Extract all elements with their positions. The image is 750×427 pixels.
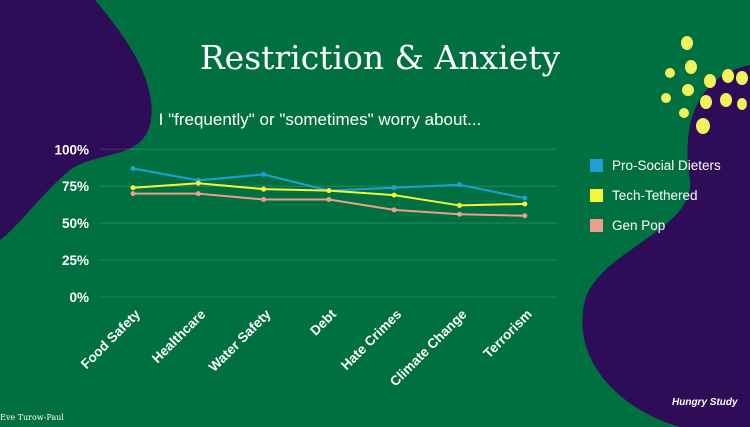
data-point bbox=[326, 188, 332, 194]
x-tick-label: Debt bbox=[307, 306, 339, 338]
data-point bbox=[261, 171, 267, 177]
legend-swatch bbox=[590, 218, 603, 232]
data-point bbox=[457, 182, 462, 188]
y-tick-label: 75% bbox=[62, 179, 89, 194]
x-tick-label: Food Safety bbox=[78, 306, 144, 372]
legend-label: Pro-Social Dieters bbox=[612, 157, 721, 173]
legend-swatch bbox=[590, 158, 603, 172]
data-point bbox=[130, 191, 136, 197]
y-tick-label: 50% bbox=[62, 216, 89, 231]
data-point bbox=[391, 185, 397, 191]
y-tick-label: 25% bbox=[62, 253, 89, 268]
x-tick-label: Terrorism bbox=[480, 307, 534, 361]
legend-item: Gen Pop bbox=[590, 210, 721, 240]
legend: Pro-Social Dieters Tech-Tethered Gen Pop bbox=[590, 150, 721, 240]
data-point bbox=[195, 191, 201, 197]
data-point bbox=[130, 185, 136, 191]
yellow-dots bbox=[661, 36, 748, 134]
legend-label: Gen Pop bbox=[612, 217, 666, 233]
data-point bbox=[457, 202, 462, 208]
data-point bbox=[130, 166, 136, 172]
data-point bbox=[391, 192, 397, 198]
author-credit: Eve Turow-Paul bbox=[0, 413, 64, 422]
x-tick-label: Hate Crimes bbox=[338, 307, 404, 373]
data-point bbox=[261, 197, 267, 203]
data-point bbox=[326, 197, 332, 203]
data-point bbox=[522, 201, 528, 207]
x-tick-label: Healthcare bbox=[149, 306, 209, 366]
data-point bbox=[522, 195, 528, 201]
data-point bbox=[391, 207, 397, 213]
data-point bbox=[457, 211, 462, 217]
x-tick-label: Water Safety bbox=[206, 306, 274, 374]
legend-swatch bbox=[590, 188, 603, 202]
purple-blob-right bbox=[582, 65, 750, 427]
slide-subtitle: I "frequently" or "sometimes" worry abou… bbox=[158, 110, 482, 129]
legend-label: Tech-Tethered bbox=[612, 187, 698, 203]
legend-item: Tech-Tethered bbox=[590, 180, 721, 210]
data-point bbox=[195, 180, 201, 186]
legend-item: Pro-Social Dieters bbox=[590, 150, 721, 180]
data-point bbox=[261, 186, 267, 192]
y-tick-label: 0% bbox=[69, 290, 89, 305]
slide-title: Restriction & Anxiety bbox=[199, 38, 561, 77]
brand-label: Hungry Study bbox=[672, 397, 738, 408]
data-point bbox=[522, 213, 528, 219]
purple-blob-top-left bbox=[0, 0, 152, 240]
y-tick-label: 100% bbox=[54, 142, 89, 157]
